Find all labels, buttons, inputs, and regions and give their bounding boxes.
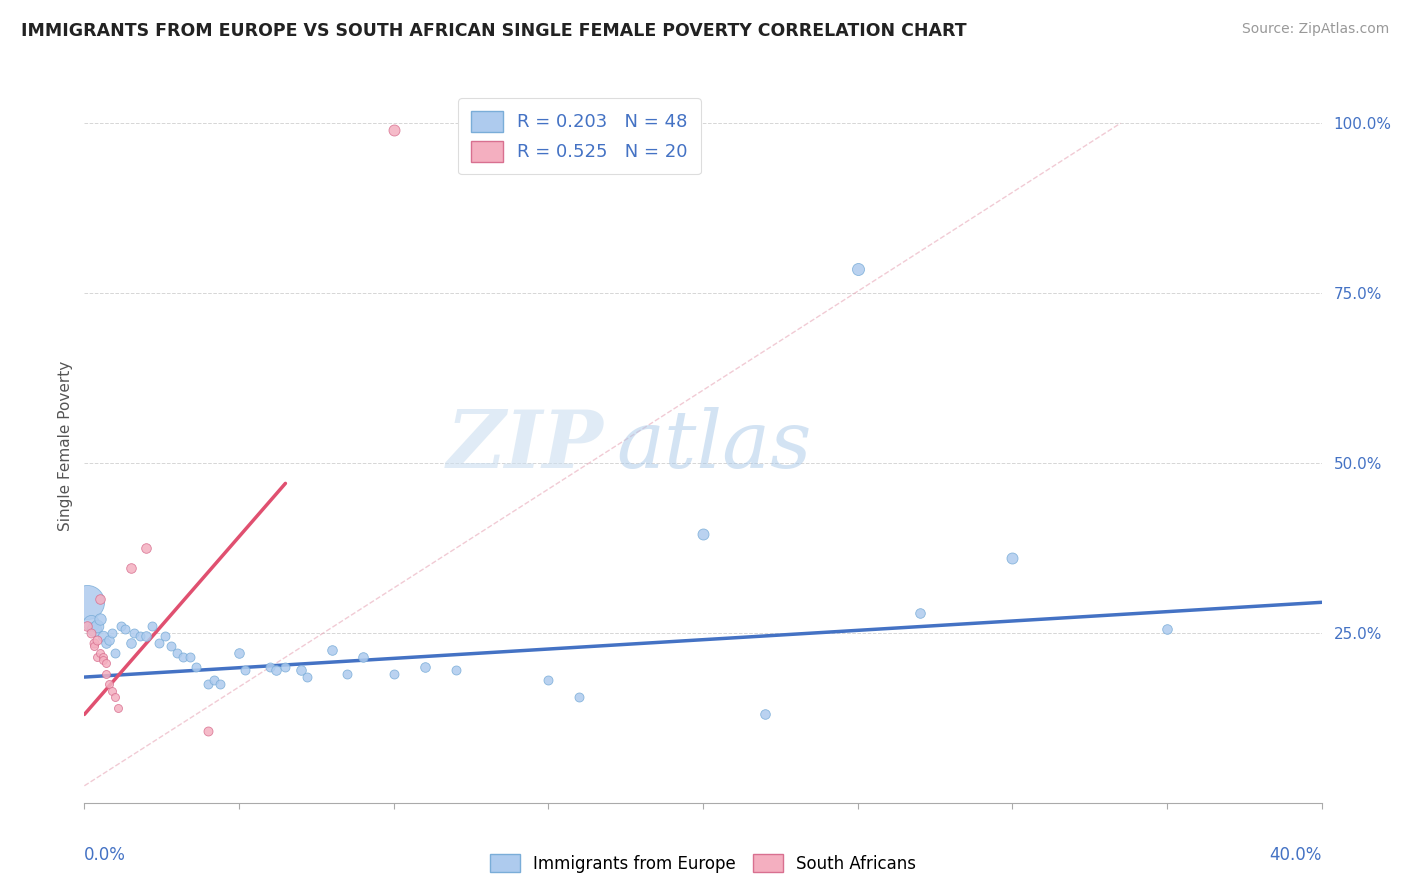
Point xyxy=(104,690,127,705)
Point xyxy=(228,646,250,660)
Point xyxy=(160,640,183,654)
Point xyxy=(120,636,142,650)
Point xyxy=(107,700,129,714)
Point xyxy=(295,670,318,684)
Point xyxy=(179,649,201,664)
Point xyxy=(83,640,105,654)
Point xyxy=(259,660,281,674)
Point xyxy=(101,626,124,640)
Point xyxy=(79,626,101,640)
Point xyxy=(86,649,108,664)
Point xyxy=(1001,551,1024,566)
Point xyxy=(197,677,219,691)
Legend: R = 0.203   N = 48, R = 0.525   N = 20: R = 0.203 N = 48, R = 0.525 N = 20 xyxy=(458,98,700,174)
Point xyxy=(537,673,560,688)
Point xyxy=(336,666,359,681)
Point xyxy=(91,649,114,664)
Point xyxy=(129,629,152,643)
Text: IMMIGRANTS FROM EUROPE VS SOUTH AFRICAN SINGLE FEMALE POVERTY CORRELATION CHART: IMMIGRANTS FROM EUROPE VS SOUTH AFRICAN … xyxy=(21,22,967,40)
Point xyxy=(91,653,114,667)
Text: Source: ZipAtlas.com: Source: ZipAtlas.com xyxy=(1241,22,1389,37)
Point xyxy=(382,123,405,137)
Point xyxy=(233,663,256,677)
Point xyxy=(83,636,105,650)
Point xyxy=(413,660,436,674)
Point xyxy=(908,606,931,620)
Point xyxy=(86,632,108,647)
Point xyxy=(568,690,591,705)
Point xyxy=(209,677,232,691)
Text: atlas: atlas xyxy=(616,408,811,484)
Point xyxy=(172,649,194,664)
Point xyxy=(114,623,136,637)
Point xyxy=(104,646,127,660)
Point xyxy=(290,663,312,677)
Point xyxy=(692,527,714,541)
Point xyxy=(264,663,287,677)
Text: ZIP: ZIP xyxy=(447,408,605,484)
Legend: Immigrants from Europe, South Africans: Immigrants from Europe, South Africans xyxy=(484,847,922,880)
Point xyxy=(89,646,111,660)
Point xyxy=(153,629,176,643)
Point xyxy=(197,724,219,739)
Point xyxy=(846,262,869,277)
Point xyxy=(94,636,117,650)
Point xyxy=(754,707,776,722)
Point xyxy=(321,643,343,657)
Point xyxy=(86,619,108,633)
Point xyxy=(94,666,117,681)
Point xyxy=(94,657,117,671)
Point xyxy=(79,615,101,630)
Y-axis label: Single Female Poverty: Single Female Poverty xyxy=(58,361,73,531)
Point xyxy=(166,646,188,660)
Point xyxy=(76,619,98,633)
Point xyxy=(135,541,157,555)
Point xyxy=(89,612,111,626)
Point xyxy=(184,660,207,674)
Point xyxy=(382,666,405,681)
Point xyxy=(89,591,111,606)
Point xyxy=(120,561,142,575)
Point xyxy=(83,623,105,637)
Point xyxy=(101,683,124,698)
Point xyxy=(98,677,121,691)
Point xyxy=(76,595,98,609)
Point xyxy=(444,663,467,677)
Point xyxy=(135,629,157,643)
Point xyxy=(110,619,132,633)
Point xyxy=(122,626,145,640)
Point xyxy=(91,629,114,643)
Point xyxy=(352,649,374,664)
Text: 40.0%: 40.0% xyxy=(1270,846,1322,863)
Point xyxy=(98,632,121,647)
Point xyxy=(141,619,163,633)
Point xyxy=(202,673,225,688)
Point xyxy=(1156,623,1178,637)
Point xyxy=(148,636,170,650)
Text: 0.0%: 0.0% xyxy=(84,846,127,863)
Point xyxy=(274,660,297,674)
